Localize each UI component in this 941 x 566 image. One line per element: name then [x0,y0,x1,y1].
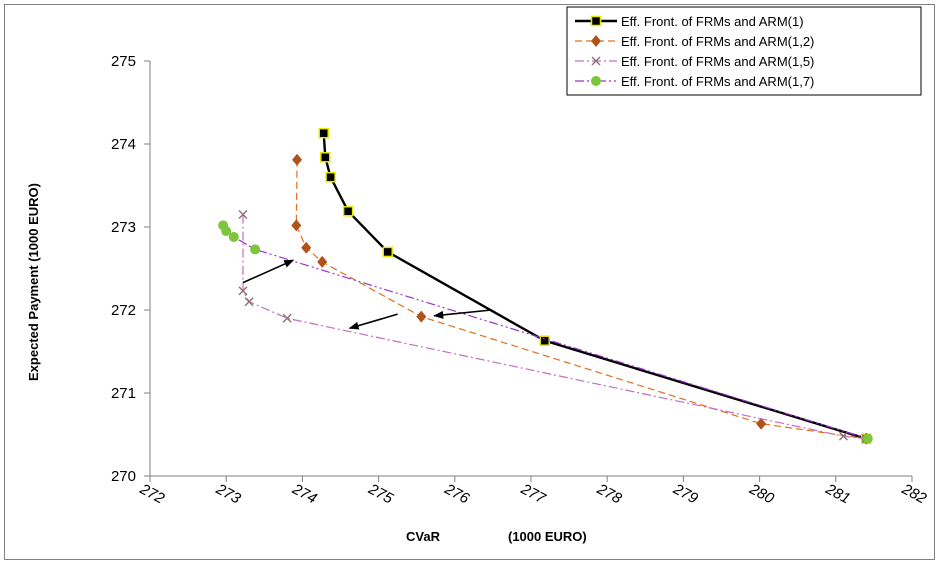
x-tick-label: 272 [136,480,168,508]
legend-label: Eff. Front. of FRMs and ARM(1,7) [621,74,814,89]
series-line [322,133,867,440]
diamond-marker [416,310,427,323]
square-marker [320,152,331,163]
diamond-marker [291,219,302,232]
legend-label: Eff. Front. of FRMs and ARM(1) [621,14,804,29]
legend-entry-2: Eff. Front. of FRMs and ARM(1,2) [575,34,814,49]
x-tick-label: 276 [441,480,473,508]
y-tick-label: 271 [111,385,136,402]
series-4 [218,220,873,444]
x-tick-label: 275 [365,480,397,508]
x-axis-title-right: (1000 EURO) [508,529,587,544]
y-tick-label: 275 [111,53,136,70]
square-marker [325,171,336,183]
plot-area [149,61,912,477]
x-tick-label: 278 [593,480,625,508]
legend-label: Eff. Front. of FRMs and ARM(1,2) [621,34,814,49]
series-line [295,159,867,440]
annotation-arrow [242,259,295,284]
y-tick-label: 274 [111,136,136,153]
x-tick-label: 282 [898,480,930,508]
annotation-arrow [433,309,492,319]
diamond-marker [756,417,767,430]
square-marker [318,127,329,139]
diamond-marker [317,255,328,268]
square-marker [382,246,393,258]
square-marker [590,15,602,27]
y-tick-label: 272 [111,302,136,319]
x-marker [591,56,601,66]
series-line [222,225,868,440]
diamond-marker [301,241,312,254]
series-3 [238,210,871,444]
series-1 [318,127,872,444]
circle-marker [250,244,261,255]
x-marker [238,210,248,220]
annotation-arrow [348,313,398,330]
circle-marker [228,231,239,242]
legend-entry-1: Eff. Front. of FRMs and ARM(1) [575,14,804,29]
y-axis-title: Expected Payment (1000 EURO) [26,183,41,381]
legend-box [566,6,922,96]
x-tick-label: 279 [670,480,702,508]
x-axis-title-left: CVaR [406,529,441,544]
legend-entry-4: Eff. Front. of FRMs and ARM(1,7) [575,74,814,89]
x-marker [244,297,254,307]
x-tick-label: 281 [822,480,853,507]
x-marker [238,286,248,296]
series-2 [291,153,872,445]
x-marker [282,313,292,323]
x-marker [838,431,848,441]
chart-frame [4,4,935,560]
circle-marker [591,76,601,86]
circle-marker [862,433,873,444]
x-tick-label: 274 [289,480,320,507]
diamond-marker [292,153,303,166]
y-tick-label: 273 [111,219,136,236]
ticks-layer: 270 271 272 273 274 275 272 273 274 275 276 277 278 2… [111,53,930,508]
y-tick-label: 270 [111,468,136,485]
x-tick-label: 280 [746,480,778,508]
x-tick-label: 277 [517,480,549,508]
diamond-marker [591,35,601,47]
circle-marker [221,226,232,237]
square-marker [539,335,550,346]
legend-label: Eff. Front. of FRMs and ARM(1,5) [621,54,814,69]
legend: Eff. Front. of FRMs and ARM(1) Eff. Front… [566,6,922,96]
series-line [242,214,867,440]
legend-entry-3: Eff. Front. of FRMs and ARM(1,5) [575,54,814,69]
series-layer [218,127,873,445]
x-tick-label: 273 [212,480,244,508]
square-marker [342,205,354,217]
annotation-layer [242,259,492,330]
